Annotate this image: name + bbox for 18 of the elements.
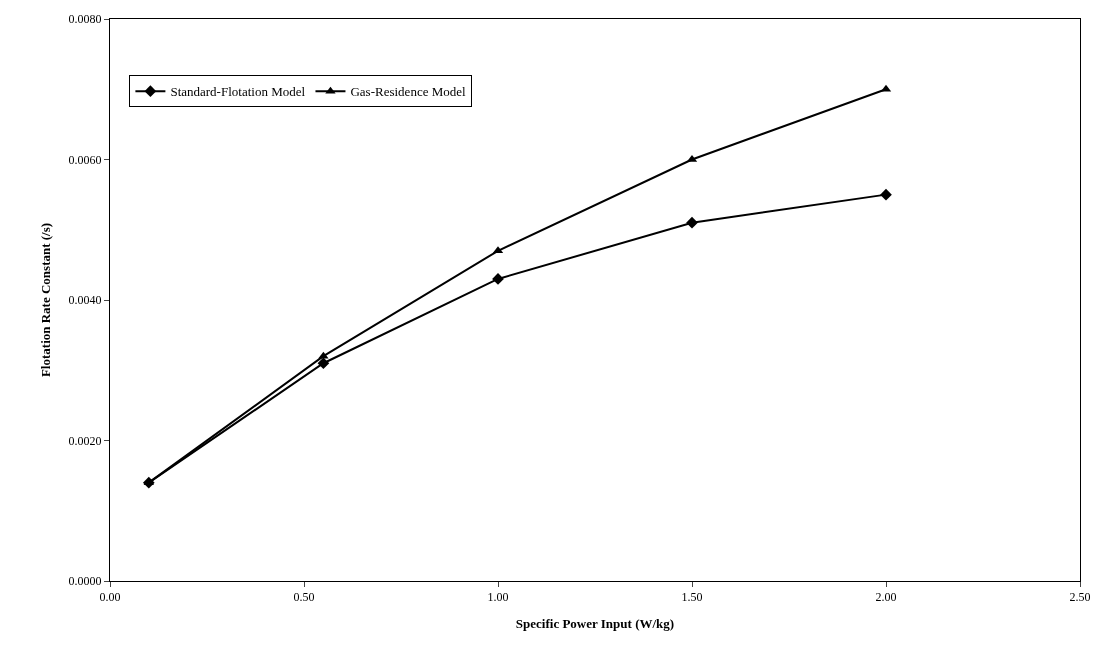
y-axis-title: Flotation Rate Constant (/s) xyxy=(37,222,53,378)
y-tick-label: 0.0040 xyxy=(68,293,102,308)
x-tick-label: 1.50 xyxy=(681,590,703,605)
x-tick-label: 0.00 xyxy=(99,590,121,605)
y-tick-label: 0.0020 xyxy=(68,433,102,448)
point xyxy=(686,216,698,229)
x-axis-title: Specific Power Input (W/kg) xyxy=(515,616,675,631)
point xyxy=(317,357,330,370)
y-tick-label: 0.0080 xyxy=(68,12,102,27)
x-tick-label: 2.50 xyxy=(1069,590,1091,605)
x-tick-label: 0.50 xyxy=(293,590,315,605)
y-tick-label: 0.0000 xyxy=(68,574,102,589)
x-tick-label: 2.00 xyxy=(875,590,897,605)
y-tick-label: 0.0060 xyxy=(68,152,102,167)
legend-label: Gas-Residence Model xyxy=(350,84,467,100)
point xyxy=(880,188,892,201)
legend-label: Standard-Flotation Model xyxy=(170,84,306,100)
x-tick-label: 1.00 xyxy=(487,590,509,605)
